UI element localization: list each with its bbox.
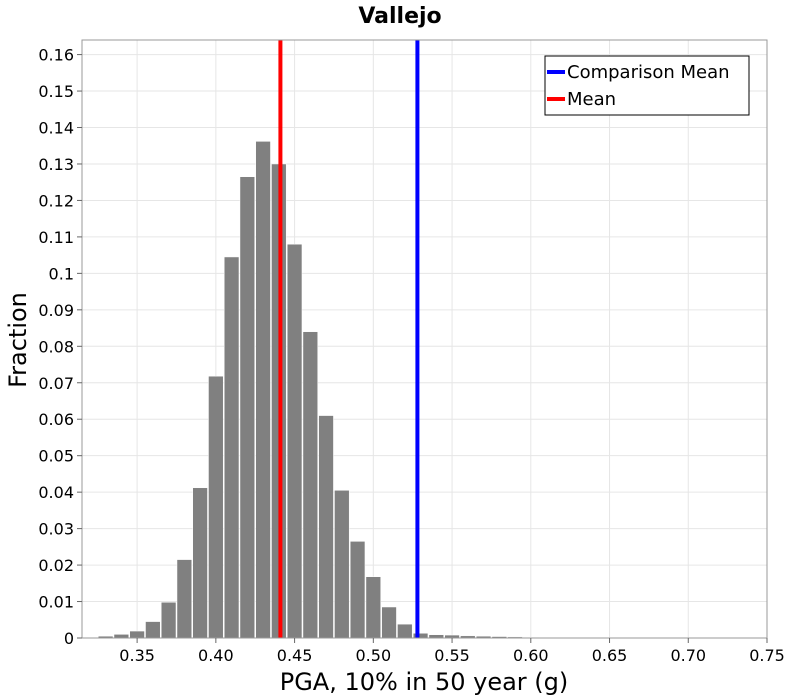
histogram-bar [208, 375, 224, 639]
histogram-bar [412, 633, 429, 639]
y-tick-label: 0.16 [38, 46, 74, 65]
x-tick-label: 0.35 [119, 646, 155, 665]
grid-lines [82, 40, 768, 639]
y-tick-label: 0.09 [38, 301, 74, 320]
histogram-bar [160, 602, 177, 639]
x-tick-label: 0.55 [434, 646, 470, 665]
histogram-bar [318, 415, 334, 639]
legend-box [544, 55, 750, 116]
y-tick-label: 0.04 [38, 483, 74, 502]
histogram-bar [192, 487, 208, 639]
x-axis-label: PGA, 10% in 50 year (g) [280, 668, 569, 696]
plot-frame [81, 39, 768, 639]
y-axis-ticks: 0 0.01 0.02 0.03 0.04 0.05 0.06 0.07 0.08 0.09 0.1… [38, 46, 82, 648]
histogram-bar [129, 630, 145, 639]
x-tick-label: 0.70 [670, 646, 706, 665]
x-tick-label: 0.45 [277, 646, 313, 665]
y-tick-label: 0.01 [38, 593, 74, 612]
legend-label: Mean [567, 89, 616, 110]
y-tick-label: 0.11 [38, 228, 74, 247]
histogram-bar [239, 176, 255, 639]
histogram-bar [145, 621, 161, 639]
legend-label: Comparison Mean [567, 62, 730, 83]
legend: Comparison Mean Mean [544, 55, 750, 116]
y-tick-label: 0.02 [38, 556, 74, 575]
x-tick-label: 0.75 [749, 646, 785, 665]
y-tick-label: 0.05 [38, 447, 74, 466]
x-tick-label: 0.40 [198, 646, 234, 665]
histogram-bar [397, 623, 413, 639]
histogram-bars [82, 141, 759, 639]
histogram-bar [381, 606, 397, 639]
y-tick-label: 0.12 [38, 191, 74, 210]
y-tick-label: 0.14 [38, 119, 74, 138]
histogram-bar [286, 243, 303, 639]
histogram-bar [223, 256, 240, 639]
histogram-bar [255, 141, 271, 639]
histogram-bar [349, 541, 366, 639]
reference-lines [278, 40, 420, 638]
y-tick-label: 0.06 [38, 410, 74, 429]
y-tick-label: 0 [64, 629, 74, 648]
y-tick-label: 0.1 [49, 264, 74, 283]
y-tick-label: 0.07 [38, 374, 74, 393]
histogram-bar [365, 576, 381, 639]
y-tick-label: 0.13 [38, 155, 74, 174]
x-axis-ticks: 0.35 0.40 0.45 0.50 0.55 0.60 0.65 0.70 0.75 [119, 638, 785, 665]
x-tick-label: 0.60 [513, 646, 549, 665]
y-axis-label: Fraction [4, 292, 32, 388]
y-tick-label: 0.08 [38, 337, 74, 356]
histogram-bar [176, 559, 192, 639]
histogram-bar [113, 634, 129, 639]
y-tick-label: 0.15 [38, 82, 74, 101]
x-tick-label: 0.65 [592, 646, 628, 665]
histogram-bar [302, 331, 318, 639]
x-tick-label: 0.50 [356, 646, 392, 665]
histogram-bar [334, 490, 350, 639]
y-tick-label: 0.03 [38, 520, 74, 539]
chart-title: Vallejo [358, 4, 441, 29]
